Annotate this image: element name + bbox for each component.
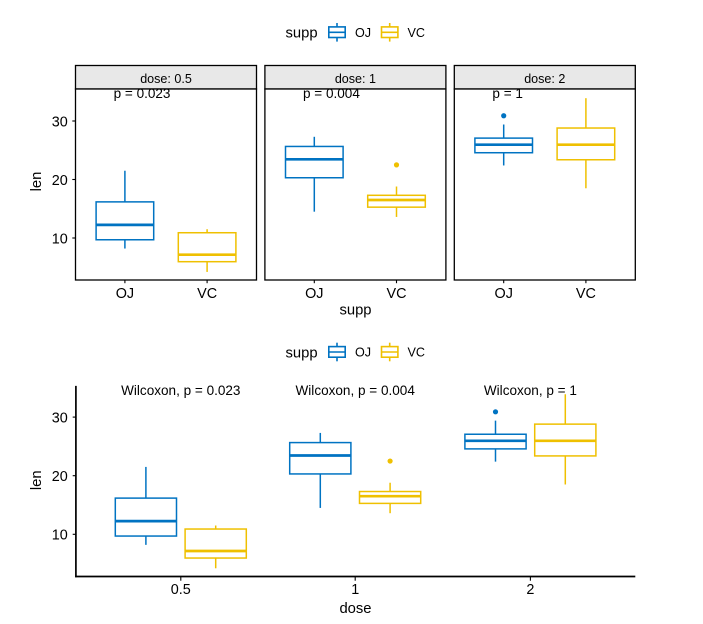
svg-text:10: 10 xyxy=(52,231,68,247)
svg-text:20: 20 xyxy=(52,469,68,485)
svg-text:VC: VC xyxy=(387,286,407,302)
svg-text:30: 30 xyxy=(52,114,68,130)
svg-text:dose: 0.5: dose: 0.5 xyxy=(140,72,192,86)
svg-text:OJ: OJ xyxy=(355,346,371,360)
svg-text:1: 1 xyxy=(351,582,359,598)
svg-text:dose: 1: dose: 1 xyxy=(335,72,376,86)
svg-text:2: 2 xyxy=(526,582,534,598)
svg-text:p = 0.004: p = 0.004 xyxy=(303,86,360,101)
svg-text:VC: VC xyxy=(197,286,217,302)
svg-text:dose: dose xyxy=(339,601,371,617)
svg-text:p = 0.023: p = 0.023 xyxy=(114,86,171,101)
svg-text:OJ: OJ xyxy=(305,286,323,302)
svg-text:dose: 2: dose: 2 xyxy=(524,72,565,86)
svg-text:OJ: OJ xyxy=(355,26,371,40)
svg-text:p = 1: p = 1 xyxy=(492,86,523,101)
svg-text:VC: VC xyxy=(408,346,426,360)
svg-text:30: 30 xyxy=(52,410,68,426)
svg-text:OJ: OJ xyxy=(495,286,513,302)
svg-text:Wilcoxon, p = 1: Wilcoxon, p = 1 xyxy=(484,383,577,398)
svg-text:len: len xyxy=(29,172,45,192)
svg-text:0.5: 0.5 xyxy=(171,582,191,598)
svg-text:10: 10 xyxy=(52,528,68,544)
svg-text:supp: supp xyxy=(286,26,318,42)
svg-text:Wilcoxon, p = 0.004: Wilcoxon, p = 0.004 xyxy=(296,383,416,398)
svg-text:Wilcoxon, p = 0.023: Wilcoxon, p = 0.023 xyxy=(121,383,240,398)
svg-text:supp: supp xyxy=(339,303,371,319)
svg-text:VC: VC xyxy=(576,286,596,302)
svg-text:20: 20 xyxy=(52,173,68,189)
svg-text:len: len xyxy=(29,470,45,490)
svg-text:OJ: OJ xyxy=(116,286,134,302)
svg-text:supp: supp xyxy=(286,345,318,361)
svg-text:VC: VC xyxy=(408,26,426,40)
